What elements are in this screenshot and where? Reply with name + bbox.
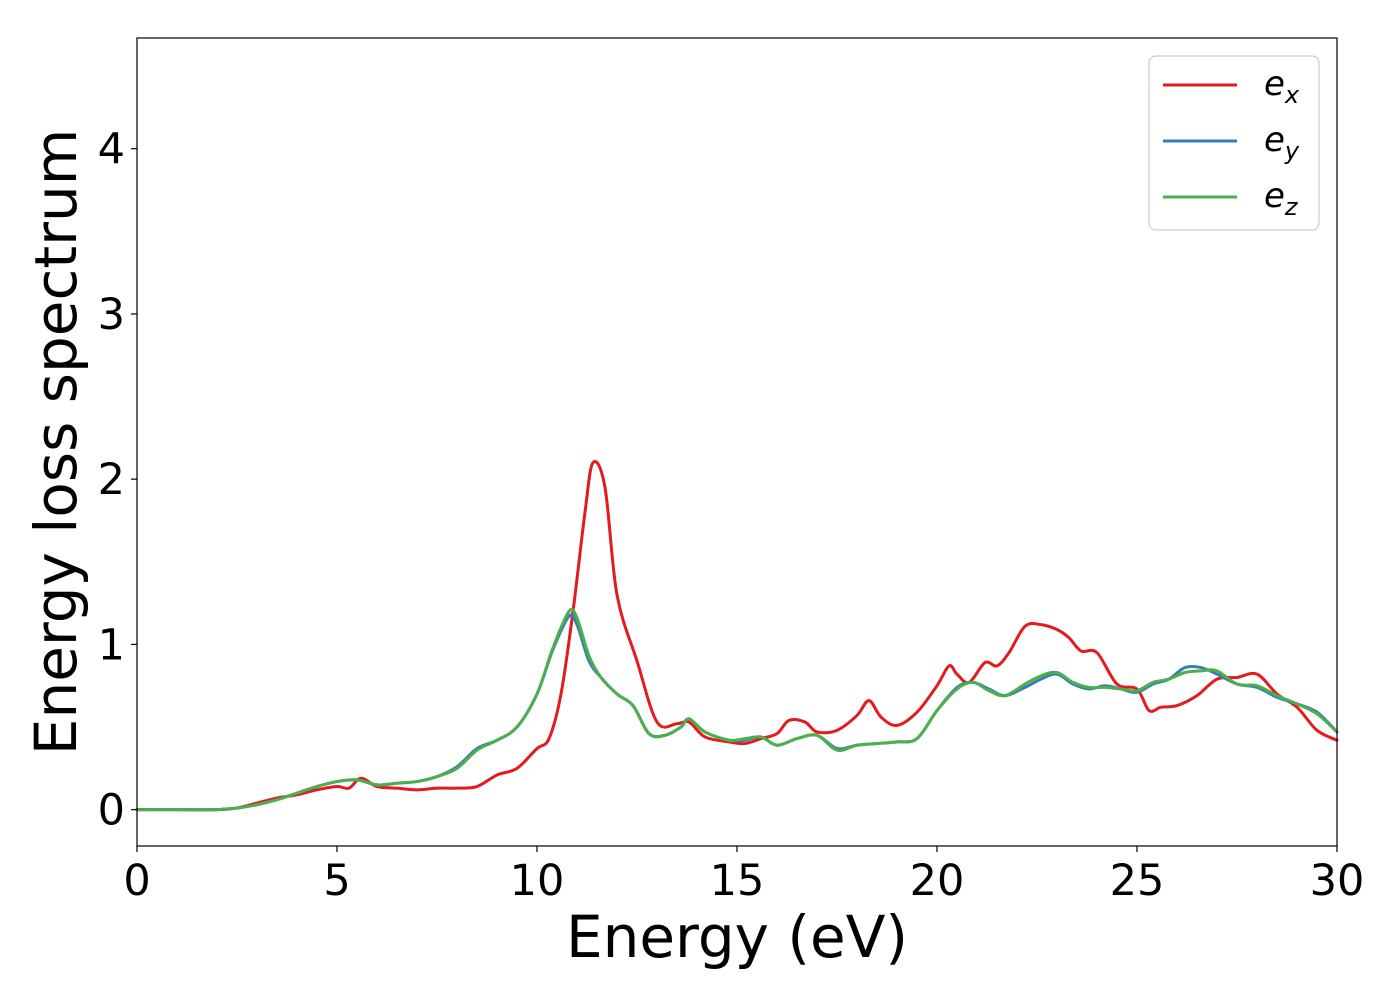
legend-label-e-y: ey [1264,120,1300,165]
series-line-e-y [135,613,1339,812]
y-tick-label: 3 [98,290,125,340]
legend-label-e-z: ez [1264,176,1299,221]
y-tick-label: 1 [98,620,125,670]
series-line-e-z [135,607,1339,812]
x-tick-label: 20 [910,856,965,906]
y-tick-label: 0 [98,786,125,836]
x-tick-label: 5 [323,856,350,906]
x-tick-label: 15 [710,856,765,906]
x-axis-ticks: 0 5 10 15 20 25 30 [123,846,1364,906]
y-tick-label: 2 [98,455,125,505]
y-tick-label: 4 [98,125,125,175]
x-tick-label: 0 [123,856,150,906]
legend: ex ey ez [1148,55,1320,231]
legend-box [1148,55,1320,231]
series-layer [135,460,1339,812]
series-line-e-x [135,460,1339,812]
x-tick-label: 10 [510,856,565,906]
legend-items: ex ey ez [1163,64,1300,221]
x-tick-label: 25 [1110,856,1165,906]
x-tick-label: 30 [1310,856,1365,906]
x-axis-label: Energy (eV) [566,903,908,971]
y-axis-label: Energy loss spectrum [22,129,90,755]
legend-label-e-x: ex [1264,64,1300,109]
y-axis-ticks: 0 1 2 3 4 [98,125,137,836]
